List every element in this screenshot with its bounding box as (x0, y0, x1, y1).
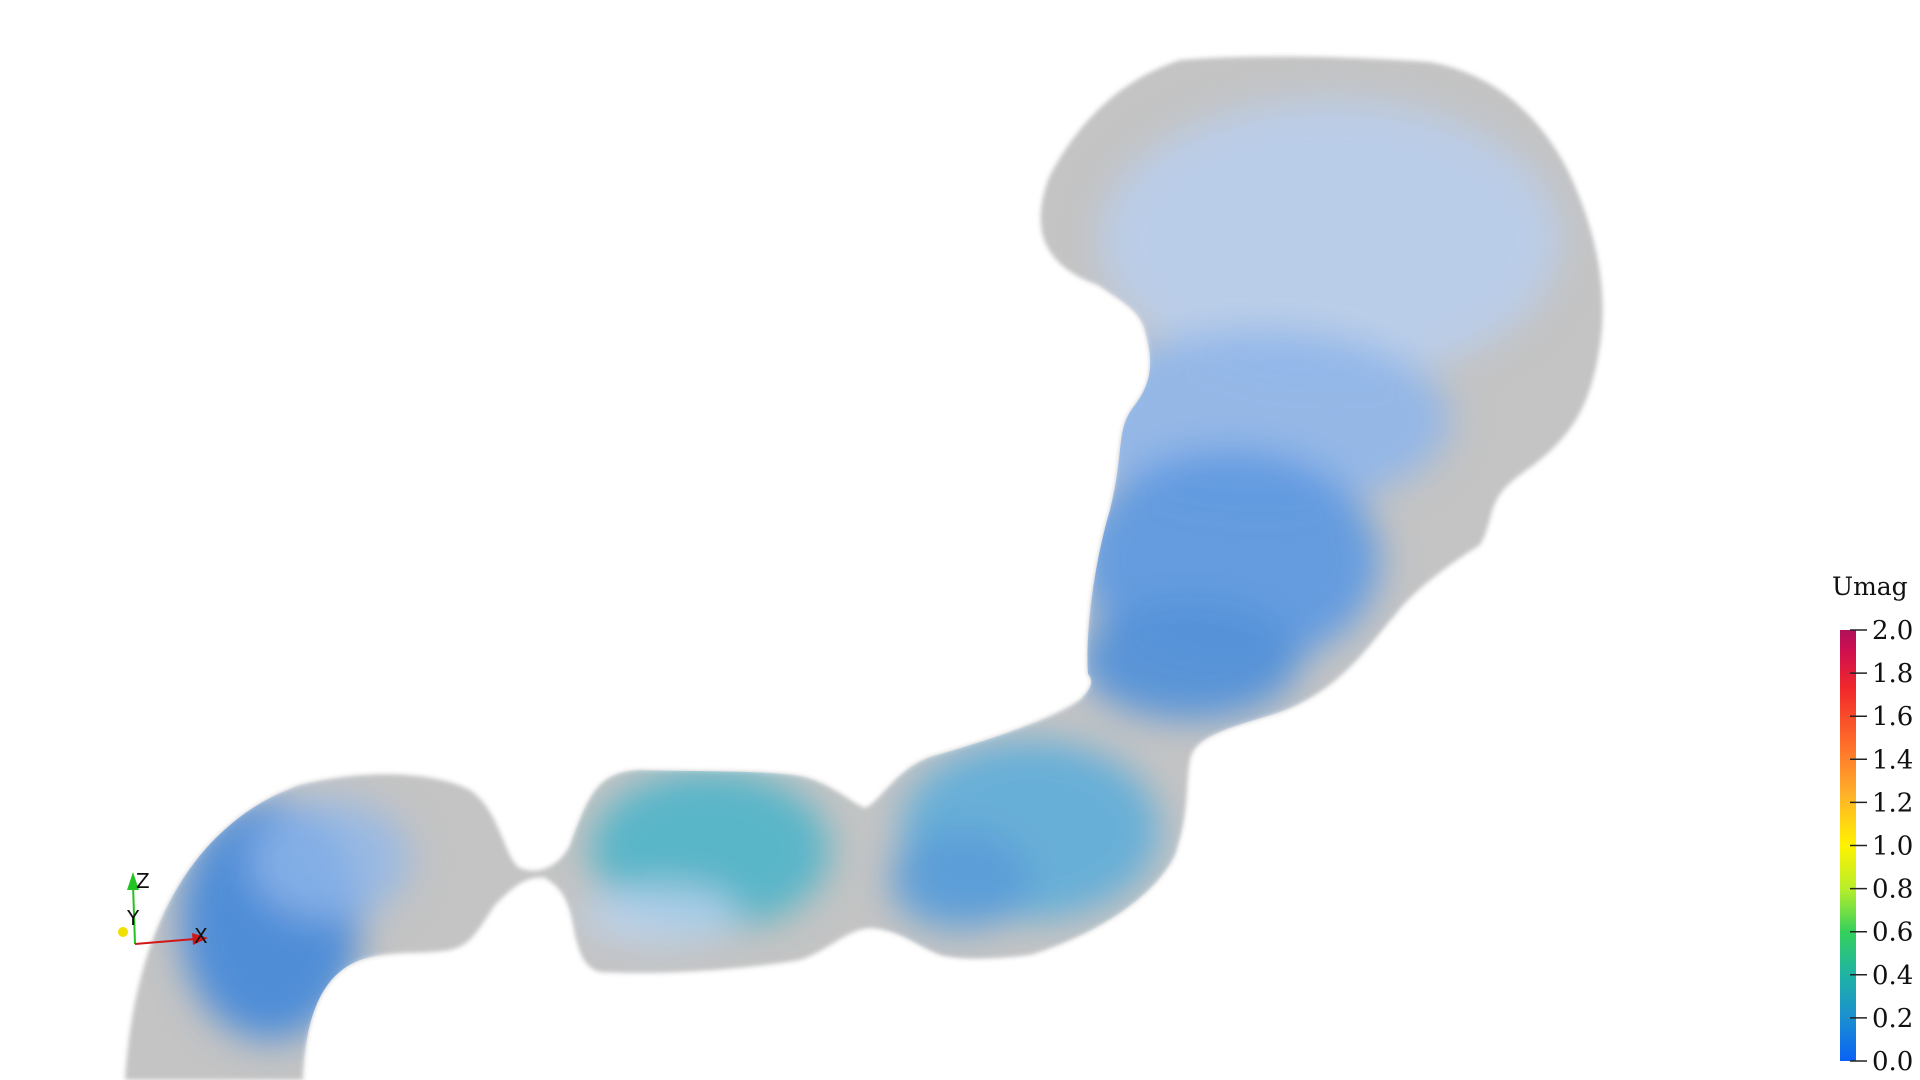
colorbar-title: Umag (1832, 572, 1908, 601)
z-axis-arrow (127, 872, 139, 890)
colorbar-tick-label: 1.4 (1872, 745, 1913, 775)
colorbar-gradient (1840, 630, 1856, 1061)
axes-triad: Z X Y (118, 869, 208, 948)
y-axis-marker (118, 927, 128, 937)
colorbar-tick-label: 0.8 (1872, 875, 1913, 905)
colorbar-tick-label: 0.4 (1872, 961, 1913, 991)
colorbar-legend: Umag 2.0 1.8 1.6 1.4 1.2 1.0 0.8 0.6 0.4 0.2 0.0 (1832, 572, 1913, 1077)
colorbar-tick-label: 1.8 (1872, 659, 1913, 689)
colorbar-tick-label: 1.6 (1872, 702, 1913, 732)
z-axis-label: Z (136, 869, 150, 893)
x-axis-line (134, 938, 196, 945)
colorbar-tick-label: 1.0 (1872, 832, 1913, 862)
x-axis-label: X (194, 924, 208, 948)
colorbar-tick-label: 0.2 (1872, 1004, 1913, 1034)
velocity-field (180, 100, 1560, 1040)
vessel-surface (125, 56, 1603, 1080)
colorbar-ticks: 2.0 1.8 1.6 1.4 1.2 1.0 0.8 0.6 0.4 0.2 0.0 (1850, 616, 1913, 1077)
colorbar-tick-label: 2.0 (1872, 616, 1913, 646)
z-axis-line (132, 884, 136, 945)
colorbar-tick-label: 0.0 (1872, 1047, 1913, 1077)
colorbar-tick-label: 1.2 (1872, 788, 1913, 818)
x-axis-arrow (192, 933, 208, 945)
colorbar-tick-label: 0.6 (1872, 918, 1913, 948)
y-axis-label: Y (126, 906, 140, 930)
